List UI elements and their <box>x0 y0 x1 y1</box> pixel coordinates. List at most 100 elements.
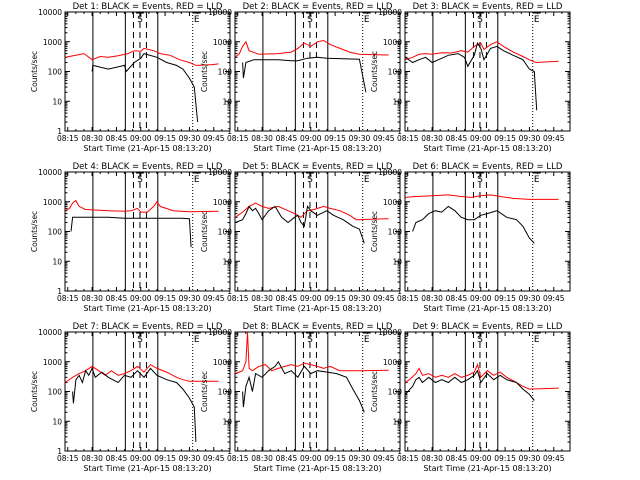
y-tick-label: 10000 <box>208 328 232 337</box>
x-tick-label: 09:00 <box>470 454 492 463</box>
x-tick-label: 09:00 <box>470 294 492 303</box>
y-tick-label: 100 <box>218 388 233 397</box>
y-tick-label: 10000 <box>208 168 232 177</box>
x-tick-label: 08:15 <box>227 134 249 143</box>
events-series-line <box>235 205 365 244</box>
y-axis-label: Counts/sec <box>30 371 39 412</box>
x-tick-label: 08:15 <box>397 294 419 303</box>
x-tick-label: 08:15 <box>57 294 79 303</box>
y-tick-label: 1 <box>57 127 62 136</box>
x-tick-label: 09:45 <box>543 294 565 303</box>
x-axis-label: Start Time (21-Apr-15 08:13:20) <box>83 464 211 473</box>
s-marker-label: S <box>477 15 483 25</box>
e-marker-label: E <box>364 335 370 345</box>
x-tick-label: 09:30 <box>349 294 371 303</box>
x-tick-label: 08:45 <box>106 134 128 143</box>
panel-title: Det 6: BLACK = Events, RED = LLD <box>413 162 563 172</box>
lld-series-line <box>234 39 389 58</box>
y-tick-label: 10 <box>52 97 62 106</box>
y-tick-label: 100 <box>48 388 63 397</box>
panel-8: Det 8: BLACK = Events, RED = LLD11010010… <box>200 322 401 473</box>
x-tick-label: 09:00 <box>300 294 322 303</box>
y-axis-label: Counts/sec <box>370 211 379 252</box>
x-tick-label: 08:45 <box>446 454 468 463</box>
y-tick-label: 1000 <box>383 358 402 367</box>
y-axis-label: Counts/sec <box>370 371 379 412</box>
x-axis-label: Start Time (21-Apr-15 08:13:20) <box>253 464 381 473</box>
y-axis-label: Counts/sec <box>30 51 39 92</box>
lld-series-line <box>405 194 559 200</box>
x-tick-label: 08:15 <box>397 134 419 143</box>
y-tick-label: 1000 <box>213 198 232 207</box>
e-marker-label: E <box>364 15 370 25</box>
x-axis-label: Start Time (21-Apr-15 08:13:20) <box>83 304 211 313</box>
panel-title: Det 1: BLACK = Events, RED = LLD <box>73 2 223 12</box>
events-series-line <box>72 367 197 443</box>
x-axis-label: Start Time (21-Apr-15 08:13:20) <box>423 144 551 153</box>
x-tick-label: 09:45 <box>373 454 395 463</box>
y-tick-label: 1 <box>227 287 232 296</box>
x-tick-label: 08:15 <box>57 134 79 143</box>
x-tick-label: 09:00 <box>300 454 322 463</box>
panel-4: Det 4: BLACK = Events, RED = LLD 1 10 100 10… <box>30 162 231 313</box>
y-tick-label: 10000 <box>38 8 62 17</box>
e-marker-label: E <box>194 175 200 185</box>
y-tick-label: 10000 <box>38 168 62 177</box>
e-marker-label: E <box>194 15 200 25</box>
y-tick-label: 1000 <box>43 198 62 207</box>
y-tick-label: 10 <box>222 97 232 106</box>
y-axis-label: Counts/sec <box>200 51 209 92</box>
e-marker-label: E <box>534 15 540 25</box>
panel-6: Det 6: BLACK = Events, RED = LLD 1 10 100 10… <box>370 162 571 313</box>
x-tick-label: 09:30 <box>349 134 371 143</box>
y-tick-label: 100 <box>48 228 63 237</box>
events-series-line <box>404 369 535 401</box>
x-tick-label: 09:45 <box>373 294 395 303</box>
x-tick-label: 09:30 <box>349 454 371 463</box>
x-tick-label: 08:15 <box>57 454 79 463</box>
x-axis-label: Start Time (21-Apr-15 08:13:20) <box>423 464 551 473</box>
x-tick-label: 08:45 <box>446 134 468 143</box>
x-tick-label: 09:00 <box>130 454 152 463</box>
e-marker-label: E <box>364 175 370 185</box>
x-axis-label: Start Time (21-Apr-15 08:13:20) <box>253 144 381 153</box>
x-tick-label: 09:30 <box>179 294 201 303</box>
e-marker-label: E <box>534 175 540 185</box>
y-tick-label: 10 <box>222 257 232 266</box>
x-tick-label: 09:00 <box>470 134 492 143</box>
y-tick-label: 1 <box>227 127 232 136</box>
panel-3: Det 3: BLACK = Events, RED = LLD 1 10 100 10… <box>370 2 571 153</box>
x-tick-label: 08:15 <box>227 454 249 463</box>
s-marker-label: S <box>137 175 143 185</box>
x-tick-label: 08:30 <box>81 294 103 303</box>
panel-title: Det 2: BLACK = Events, RED = LLD <box>243 2 393 12</box>
y-axis-label: Counts/sec <box>200 211 209 252</box>
y-tick-label: 10 <box>52 257 62 266</box>
x-tick-label: 09:45 <box>543 134 565 143</box>
x-tick-label: 09:15 <box>494 294 516 303</box>
panel-9: Det 9: BLACK = Events, RED = LLD 1 10 100 10… <box>370 322 571 473</box>
x-tick-label: 08:30 <box>251 294 273 303</box>
y-tick-label: 100 <box>388 388 403 397</box>
x-tick-label: 09:30 <box>519 134 541 143</box>
x-tick-label: 08:15 <box>397 454 419 463</box>
y-tick-label: 1 <box>57 447 62 456</box>
s-marker-label: S <box>477 335 483 345</box>
panel-5: Det 5: BLACK = Events, RED = LLD11010010… <box>200 162 401 313</box>
plot-frame <box>404 331 571 452</box>
plot-frame <box>404 11 571 132</box>
x-tick-label: 08:30 <box>251 134 273 143</box>
x-tick-label: 09:30 <box>179 134 201 143</box>
x-tick-label: 09:15 <box>324 454 346 463</box>
y-tick-label: 1000 <box>213 358 232 367</box>
x-tick-label: 08:30 <box>251 454 273 463</box>
events-series-line <box>405 41 538 111</box>
s-marker-label: S <box>137 15 143 25</box>
e-marker-label: E <box>534 335 540 345</box>
x-tick-label: 09:45 <box>203 454 225 463</box>
panel-title: Det 4: BLACK = Events, RED = LLD <box>73 162 223 172</box>
y-tick-label: 1000 <box>383 38 402 47</box>
x-tick-label: 09:45 <box>203 134 225 143</box>
x-tick-label: 09:15 <box>494 454 516 463</box>
lld-series-line <box>405 363 559 390</box>
